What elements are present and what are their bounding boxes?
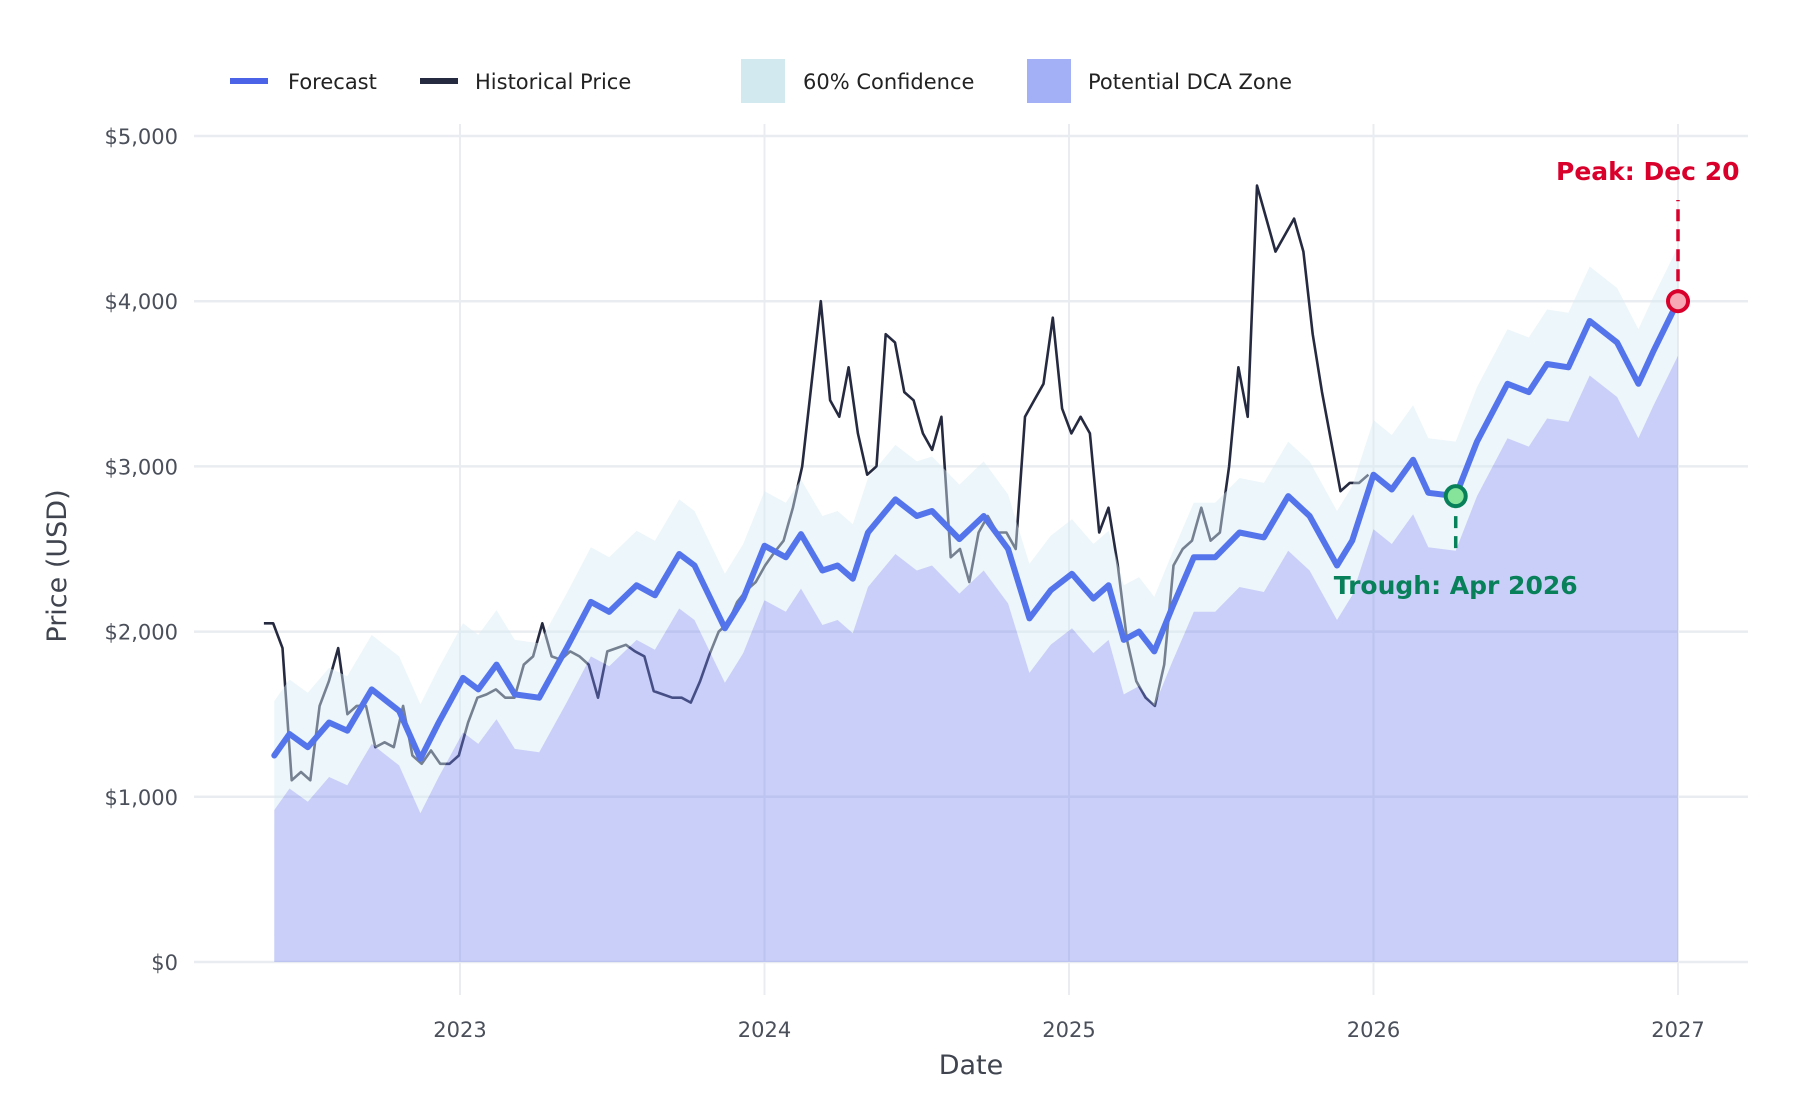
y-tick-label: $0 bbox=[151, 951, 178, 975]
annotations: Peak: Dec 20 Trough: Apr 2026 bbox=[1334, 157, 1740, 600]
legend-swatch-3 bbox=[1027, 59, 1071, 103]
peak-label: Peak: Dec 20 bbox=[1556, 157, 1740, 186]
y-axis-title: Price (USD) bbox=[42, 489, 73, 642]
trough-label: Trough: Apr 2026 bbox=[1334, 571, 1578, 600]
legend-swatch-2 bbox=[741, 59, 785, 103]
historical-price-line bbox=[263, 184, 1370, 782]
x-tick-label: 2025 bbox=[1042, 1018, 1095, 1042]
trough-marker bbox=[1443, 484, 1468, 509]
y-tick-label: $5,000 bbox=[105, 125, 178, 149]
y-tick-label: $4,000 bbox=[105, 290, 178, 314]
series-layer bbox=[263, 184, 1681, 962]
x-axis-title: Date bbox=[939, 1050, 1004, 1081]
dca-zone-area bbox=[274, 355, 1678, 962]
y-tick-label: $2,000 bbox=[105, 621, 178, 645]
x-tick-label: 2026 bbox=[1347, 1018, 1400, 1042]
forecast-line bbox=[271, 298, 1681, 762]
confidence-band bbox=[274, 246, 1678, 814]
axes: $0 $1,000 $2,000 $3,000 $4,000 $5,000 2023 2024… bbox=[105, 125, 1705, 1042]
y-tick-label: $1,000 bbox=[105, 786, 178, 810]
peak-marker bbox=[1666, 289, 1690, 314]
grid bbox=[194, 124, 1748, 995]
legend-label: 60% Confidence bbox=[803, 70, 974, 94]
legend: Forecast Historical Price 60% Confidence Po… bbox=[230, 59, 1292, 103]
legend-label: Potential DCA Zone bbox=[1088, 70, 1292, 94]
legend-label: Forecast bbox=[288, 70, 377, 94]
x-tick-label: 2023 bbox=[433, 1018, 486, 1042]
x-tick-label: 2024 bbox=[738, 1018, 791, 1042]
legend-label: Historical Price bbox=[475, 70, 631, 94]
x-tick-label: 2027 bbox=[1651, 1018, 1704, 1042]
y-tick-label: $3,000 bbox=[105, 455, 178, 479]
